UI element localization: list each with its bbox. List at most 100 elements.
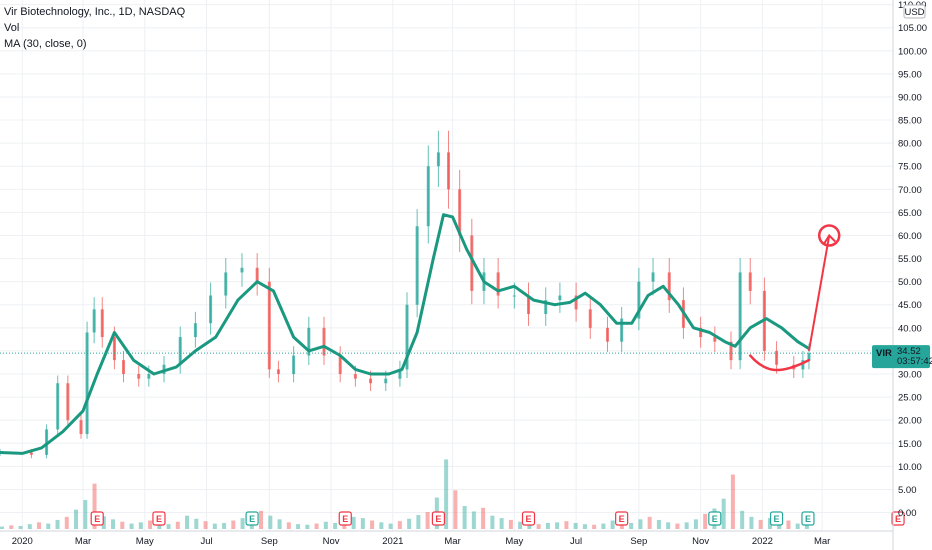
volume-bar (388, 523, 393, 529)
price-tick-label: 20.00 (898, 416, 922, 427)
price-candle (699, 327, 703, 338)
earnings-marker[interactable]: E (769, 511, 784, 526)
volume-bar (564, 521, 569, 529)
price-candle (512, 295, 516, 297)
price-candle (426, 166, 430, 227)
earnings-letter: E (895, 514, 901, 524)
annotation-circle (817, 224, 841, 247)
earnings-badge (338, 511, 352, 526)
earnings-marker[interactable]: E (891, 511, 905, 526)
volume-bar (638, 519, 643, 529)
price-candle (353, 374, 357, 379)
price-tag-symbol: VIR (876, 348, 892, 359)
volume-bar (222, 522, 227, 529)
volume-bar (64, 516, 69, 529)
time-tick-label: Mar (444, 536, 460, 547)
volume-bar (508, 519, 513, 529)
price-bars (0, 130, 811, 459)
price-tick-label: 55.00 (898, 254, 922, 265)
volume-bar (18, 525, 23, 529)
volume-bar (749, 516, 754, 529)
price-candle (527, 295, 531, 314)
volume-bar (259, 510, 264, 529)
earnings-badge (769, 511, 784, 526)
earnings-marker[interactable]: E (90, 511, 104, 526)
drawing-annotations[interactable] (748, 224, 841, 372)
price-candle (620, 318, 624, 342)
price-tick-label: 70.00 (898, 185, 922, 196)
price-candle (588, 309, 592, 328)
earnings-marker[interactable]: E (152, 511, 166, 526)
price-candle (558, 295, 562, 301)
price-tick-label: 30.00 (898, 370, 922, 381)
currency-box (903, 4, 926, 19)
volume-bar (286, 522, 291, 529)
earnings-marker[interactable]: E (801, 511, 815, 526)
price-candle (29, 452, 33, 455)
volume-bar (481, 507, 486, 529)
volume-bar (684, 522, 689, 529)
grid-lines (0, 0, 893, 531)
volume-bar (786, 520, 791, 529)
price-candle (436, 152, 440, 167)
volume-bar (157, 522, 162, 529)
volume-bar (175, 521, 180, 529)
earnings-letter: E (342, 514, 348, 524)
price-tick-label: 100.00 (898, 46, 927, 57)
earnings-marker[interactable]: E (708, 511, 722, 526)
earnings-badge (152, 511, 166, 526)
volume-bar (527, 523, 532, 529)
price-candle (405, 304, 409, 370)
volume-bar (804, 524, 809, 529)
time-tick-label: 2022 (752, 536, 773, 547)
volume-bar (453, 490, 458, 529)
volume-bar (397, 521, 402, 529)
price-tick-label: 50.00 (898, 277, 922, 288)
price-candle (384, 378, 388, 384)
price-candle (713, 337, 717, 342)
price-candle (178, 337, 182, 365)
earnings-marker[interactable]: E (615, 511, 629, 526)
volume-bar (166, 524, 171, 529)
earnings-letter: E (94, 514, 100, 524)
volume-bar (277, 519, 282, 529)
volume-bar (499, 518, 504, 529)
volume-bar (758, 519, 763, 529)
volume-bar (703, 513, 708, 529)
time-tick-label: Sep (630, 536, 647, 547)
time-axis[interactable]: 2020 Mar May Jul Sep Nov 2021 Mar May Jul Sep Nov 20… (0, 530, 893, 547)
chart-legend[interactable]: Vir Biotechnology, Inc., 1D, NASDAQ Vol … (4, 4, 185, 52)
volume-bar (740, 510, 745, 529)
price-tick-label: 95.00 (898, 69, 922, 80)
annotation-arrow (807, 235, 831, 352)
volume-bar (462, 506, 467, 529)
earnings-letter: E (805, 514, 811, 524)
earnings-marker[interactable]: E (338, 511, 352, 526)
price-candle (415, 226, 419, 305)
earnings-marker[interactable]: E (245, 511, 259, 526)
volume-bar (379, 522, 384, 529)
price-tick-label: 105.00 (898, 23, 927, 34)
volume-bar (795, 523, 800, 529)
annotation-arrowhead (823, 233, 836, 245)
earnings-letter: E (249, 514, 255, 524)
price-candle (322, 327, 326, 356)
currency-label[interactable]: USD (903, 4, 926, 19)
earnings-badge (891, 511, 905, 526)
price-candle (544, 300, 548, 314)
earnings-badge (431, 511, 446, 526)
volume-bar (721, 498, 726, 529)
volume-bar (610, 520, 615, 529)
price-tick-label: 15.00 (898, 439, 922, 450)
price-candle (240, 267, 244, 273)
price-candle (45, 429, 49, 455)
time-tick-label: Mar (75, 536, 91, 547)
volume-bar (55, 519, 60, 529)
earnings-marker[interactable]: E (431, 511, 446, 526)
volume-bar (268, 515, 273, 529)
earnings-marker[interactable]: E (521, 511, 536, 526)
volume-bar (323, 521, 328, 529)
volume-bar (240, 518, 245, 529)
